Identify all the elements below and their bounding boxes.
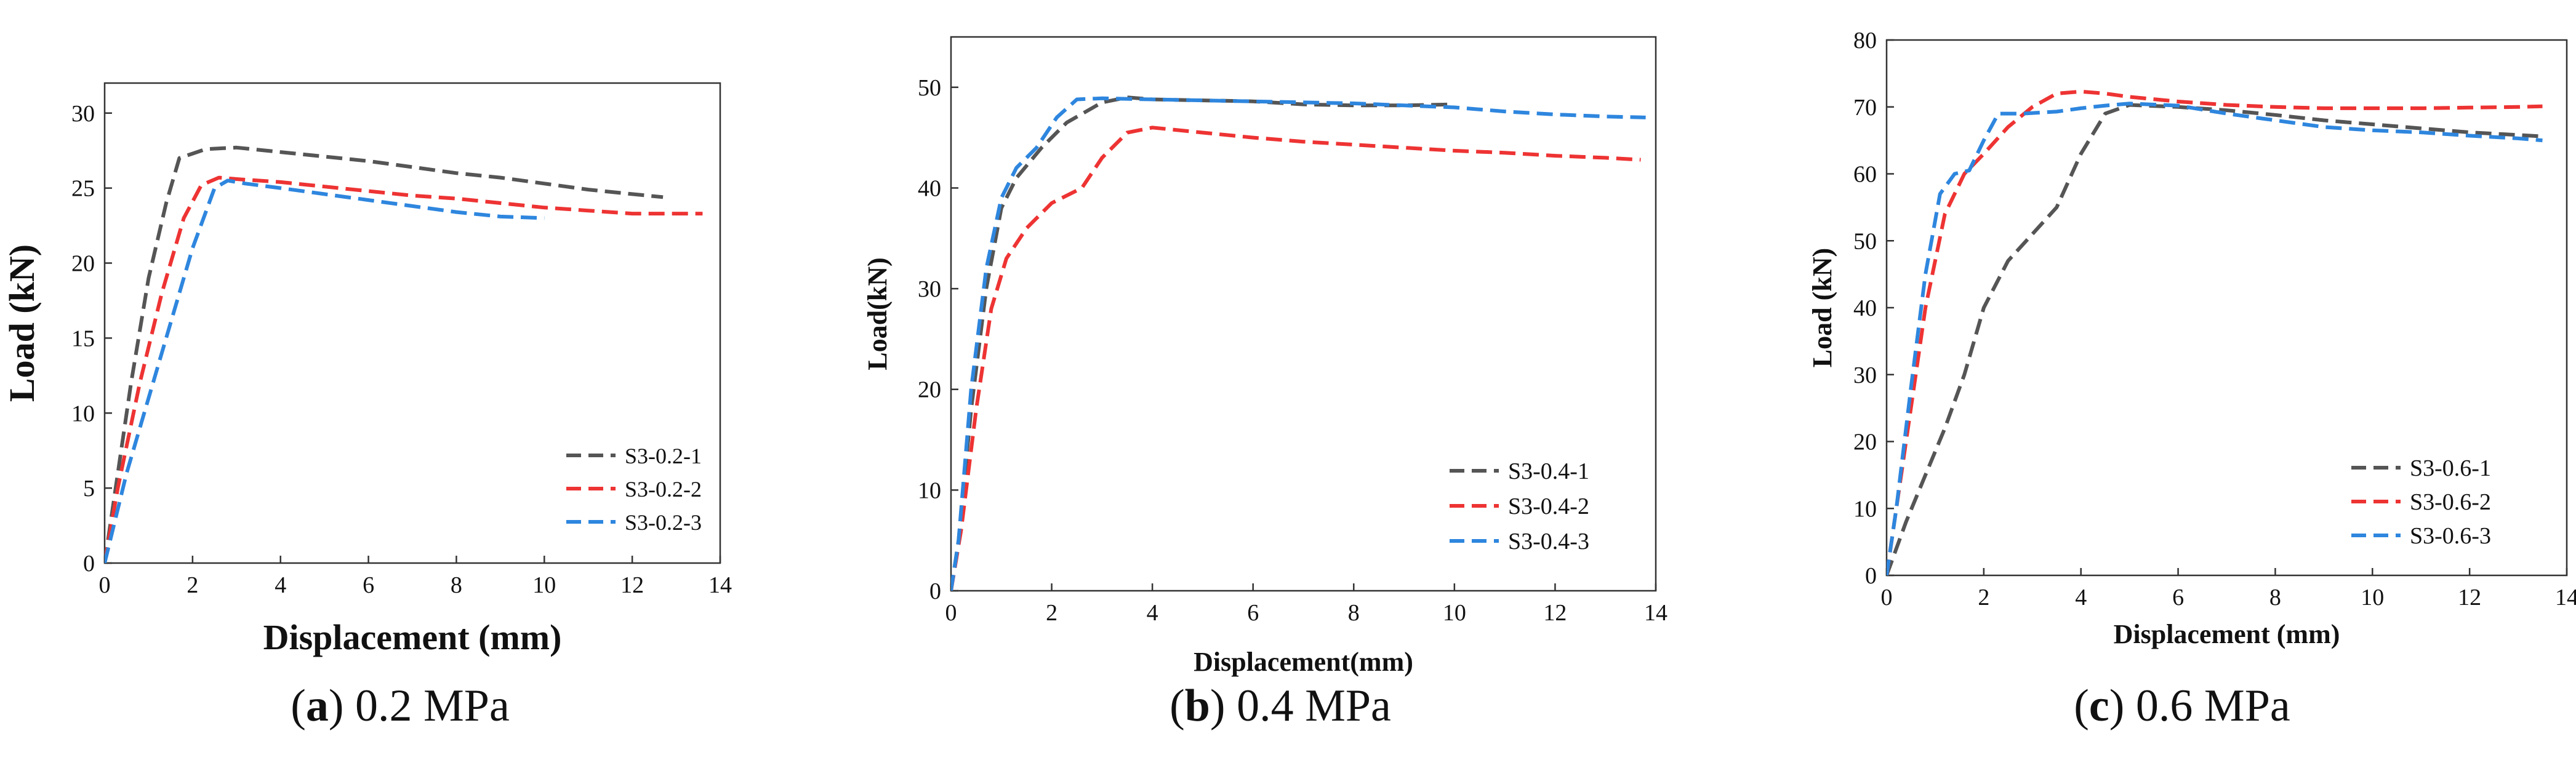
series-line-S3-0.6-2 — [1887, 89, 2543, 575]
y-tick-label: 15 — [71, 326, 95, 351]
y-axis-label: Load (kN) — [1807, 248, 1837, 367]
legend-label: S3-0.4-2 — [1508, 494, 1589, 519]
y-tick-label: 30 — [71, 101, 95, 127]
x-axis-label: Displacement(mm) — [1194, 647, 1413, 677]
y-tick-label: 0 — [83, 551, 95, 577]
series-line-S3-0.4-2 — [951, 126, 1641, 591]
x-tick-label: 4 — [1147, 600, 1158, 626]
caption-a: (a) 0.2 MPa — [291, 681, 510, 731]
y-tick-label: 20 — [918, 377, 941, 403]
panel-c: 0 2 4 6 8 10 12 14 0 10 20 30 40 50 60 70 80 Displacement… — [1807, 28, 2576, 649]
series-line-S3-0.6-3 — [1887, 102, 2543, 575]
y-tick-label: 0 — [929, 578, 941, 604]
legend-label: S3-0.6-3 — [2410, 523, 2491, 549]
series-line-S3-0.2-1 — [105, 145, 664, 563]
x-tick-label: 0 — [99, 572, 111, 598]
x-tick-label: 2 — [187, 572, 198, 598]
legend-label: S3-0.2-3 — [625, 510, 702, 535]
y-tick-label: 30 — [1853, 362, 1877, 388]
series-line-S3-0.6-1 — [1887, 103, 2543, 575]
y-axis-label: Load(kN) — [862, 257, 893, 370]
legend-label: S3-0.4-3 — [1508, 529, 1589, 554]
x-tick-label: 4 — [2075, 585, 2087, 610]
series-line-S3-0.4-1 — [951, 95, 1455, 591]
y-tick-label: 70 — [1853, 95, 1877, 121]
caption-c: (c) 0.6 MPa — [2074, 681, 2290, 731]
series-line-S3-0.2-3 — [105, 178, 545, 563]
x-tick-label: 6 — [2172, 585, 2184, 610]
x-axis-label: Displacement (mm) — [2114, 619, 2340, 649]
x-tick-label: 6 — [363, 572, 374, 598]
caption-c-letter: c — [2088, 681, 2109, 731]
caption-b-letter: b — [1184, 681, 1210, 731]
x-tick-label: 8 — [451, 572, 462, 598]
x-tick-label: 4 — [275, 572, 286, 598]
y-tick-label: 20 — [71, 251, 95, 277]
panel-a: 0 2 4 6 8 10 12 14 0 5 10 15 20 25 30 Displacement (mm)… — [2, 82, 732, 657]
x-tick-label: 14 — [1644, 600, 1667, 626]
plot-frame — [103, 82, 721, 564]
legend-label: S3-0.4-1 — [1508, 458, 1589, 484]
x-axis-label: Displacement (mm) — [263, 617, 562, 657]
caption-c-text: 0.6 MPa — [2135, 681, 2290, 731]
x-tick-label: 0 — [945, 600, 957, 626]
panel-b: 0 2 4 6 8 10 12 14 0 10 20 30 40 50 Displacement(mm) Lo… — [862, 36, 1667, 677]
x-tick-label: 10 — [2361, 585, 2384, 610]
y-tick-label: 0 — [1865, 563, 1877, 589]
y-tick-label: 10 — [71, 401, 95, 426]
x-tick-label: 12 — [1543, 600, 1567, 626]
y-tick-label: 50 — [918, 75, 941, 101]
legend-label: S3-0.2-1 — [625, 444, 702, 468]
x-tick-label: 14 — [708, 572, 732, 598]
x-tick-label: 14 — [2555, 585, 2576, 610]
series-line-S3-0.4-3 — [951, 96, 1646, 591]
y-axis-label: Load (kN) — [2, 244, 42, 402]
y-tick-label: 10 — [1853, 496, 1877, 522]
y-tick-label: 40 — [1853, 295, 1877, 321]
x-tick-label: 8 — [1348, 600, 1360, 626]
x-tick-label: 0 — [1881, 585, 1893, 610]
y-tick-label: 50 — [1853, 228, 1877, 254]
x-tick-label: 6 — [1247, 600, 1259, 626]
y-tick-label: 5 — [83, 476, 95, 502]
plot-frame — [950, 36, 1657, 592]
y-tick-label: 10 — [918, 478, 941, 503]
x-tick-label: 12 — [620, 572, 644, 598]
series-line-S3-0.2-2 — [105, 175, 703, 563]
legend-label: S3-0.2-2 — [625, 477, 702, 502]
y-tick-label: 25 — [71, 176, 95, 202]
caption-a-text: 0.2 MPa — [355, 681, 510, 731]
y-tick-label: 40 — [918, 175, 941, 201]
caption-b: (b) 0.4 MPa — [1170, 681, 1391, 731]
y-tick-label: 60 — [1853, 162, 1877, 188]
y-tick-label: 20 — [1853, 430, 1877, 455]
x-tick-label: 8 — [2269, 585, 2281, 610]
legend-label: S3-0.6-1 — [2410, 455, 2491, 481]
x-tick-label: 10 — [1443, 600, 1466, 626]
caption-a-letter: a — [305, 681, 329, 731]
y-tick-label: 80 — [1853, 28, 1877, 54]
x-tick-label: 12 — [2458, 585, 2481, 610]
y-tick-label: 30 — [918, 276, 941, 302]
legend-label: S3-0.6-2 — [2410, 489, 2491, 515]
caption-b-text: 0.4 MPa — [1237, 681, 1391, 731]
x-tick-label: 2 — [1046, 600, 1057, 626]
x-tick-label: 10 — [532, 572, 556, 598]
x-tick-label: 2 — [1978, 585, 1989, 610]
